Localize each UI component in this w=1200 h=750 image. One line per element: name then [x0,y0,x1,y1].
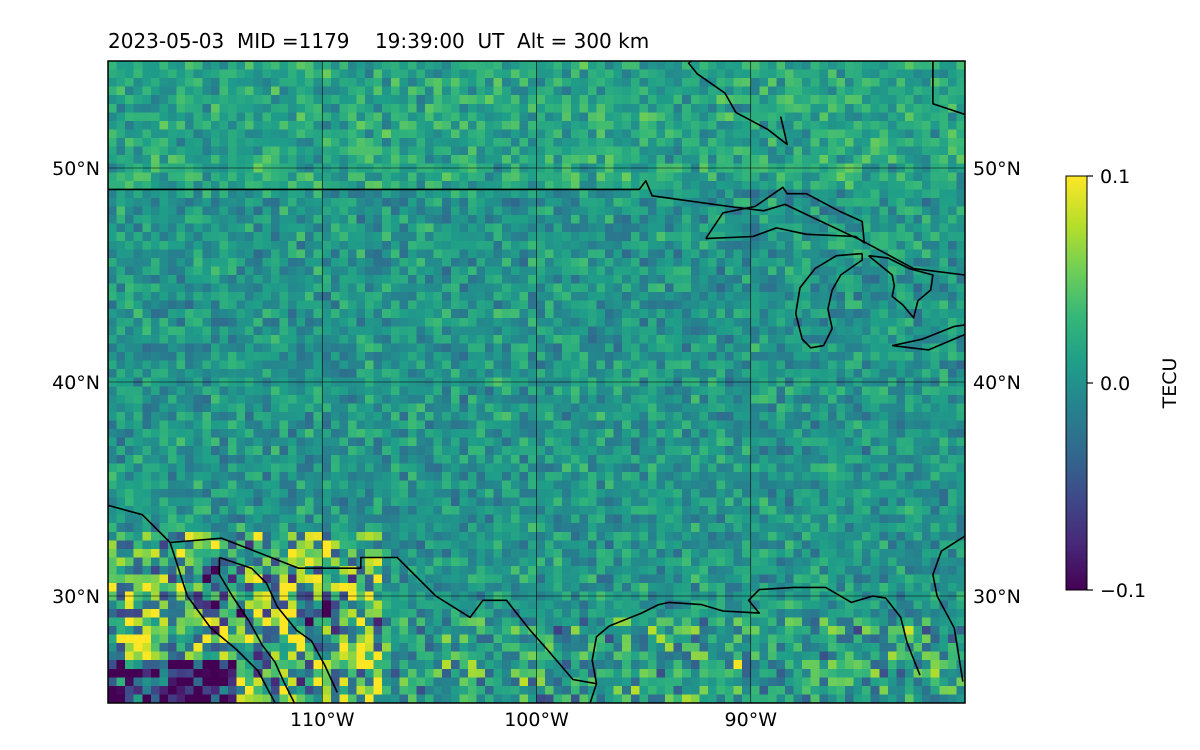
lon-tick-label: 90°W [725,709,778,731]
coastlines [108,61,965,703]
coastline-james-bay [932,61,965,116]
colorbar-gradient [1065,175,1088,591]
coastline-sonora-coast [219,556,338,693]
map-frame [107,60,966,704]
lon-tick-label: 110°W [290,709,355,731]
lat-tick-label-left: 30°N [52,586,100,608]
coastline-gulf-of-california [218,557,296,703]
lat-tick-label-left: 40°N [52,372,100,394]
lat-tick-label-right: 50°N [973,158,1021,180]
coastline-baja-gulf-west [169,542,276,703]
colorbar-tick-min: −0.1 [1100,580,1146,602]
map-title: 2023-05-03 MID =1179 19:39:00 UT Alt = 3… [108,29,650,53]
coastline-tamaulipas-coast [589,683,598,703]
lat-tick-label-right: 30°N [973,586,1021,608]
coastline-lake-superior [705,186,866,244]
colorbar-tick-zero: 0.0 [1100,373,1130,395]
coastline-hudson-bay-south [687,61,789,146]
lat-tick-label-right: 40°N [973,372,1021,394]
colorbar-tick-max: 0.1 [1100,166,1130,188]
coastline-lake-huron [868,254,934,319]
lon-tick-label: 100°W [504,709,569,731]
coastline-mexico-border-east [170,537,597,685]
colorbar: 0.1 0.0 −0.1 TECU [1065,166,1181,602]
coastline-texas-gulf-coast [591,586,921,684]
coastline-california-coast [108,504,171,544]
coastline-lake-erie [892,324,965,351]
coastline-lake-michigan [794,252,864,349]
colorbar-label: TECU [1159,358,1181,410]
coastline-florida-atlantic [932,535,965,682]
graticule [108,61,965,703]
axis-ticks: 110°W 100°W 90°W 30°N 30°N 40°N 40°N 50°N 50°N [52,158,1021,731]
lat-tick-label-left: 50°N [52,158,100,180]
